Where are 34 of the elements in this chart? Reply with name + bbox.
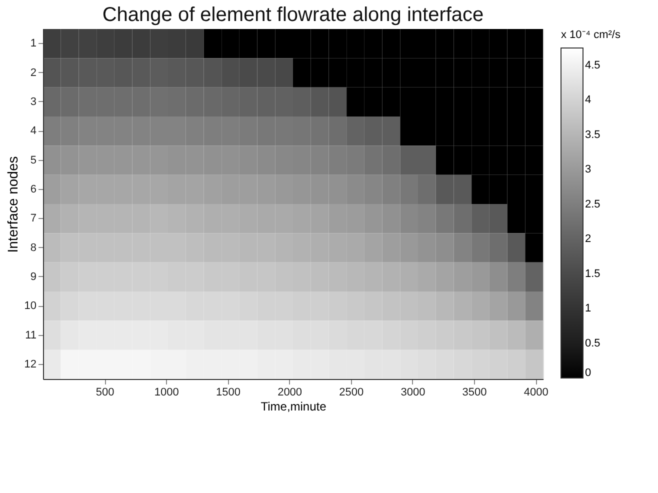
y-tick-label: 9 — [30, 270, 36, 283]
x-axis-title: Time,minute — [260, 400, 327, 414]
y-tick-label: 7 — [30, 212, 36, 225]
color-bar-label: 2 — [585, 233, 592, 246]
y-tick-label: 8 — [30, 242, 36, 254]
y-tick-label: 1 — [30, 38, 36, 50]
color-bar-label: 4.5 — [585, 59, 600, 72]
x-tick-label: 2500 — [339, 386, 364, 398]
y-axis-title: Interface nodes — [4, 156, 20, 253]
color-bar-title: x 10⁻⁴ cm²/s — [561, 29, 621, 41]
color-bar-label: 0.5 — [585, 337, 600, 350]
x-tick-label: 3500 — [462, 386, 487, 398]
x-tick-label: 500 — [96, 386, 114, 398]
y-tick-label: 6 — [30, 183, 36, 196]
color-bar-label: 1 — [585, 302, 592, 315]
y-tick-label: 2 — [30, 66, 36, 79]
x-tick-label: 1500 — [216, 386, 240, 398]
color-bar-label: 3 — [585, 164, 592, 176]
y-tick-label: 4 — [30, 125, 36, 138]
color-bar-label: 2.5 — [585, 198, 600, 210]
y-tick-label: 10 — [24, 300, 36, 312]
chart-title: Change of element flowrate along interface — [102, 4, 484, 26]
y-tick-label: 3 — [30, 96, 36, 108]
x-tick-label: 1000 — [154, 386, 179, 398]
y-tick-label: 12 — [24, 358, 36, 370]
x-tick-label: 2000 — [278, 386, 302, 398]
y-tick-label: 5 — [30, 154, 36, 166]
y-tick-label: 11 — [25, 329, 36, 342]
x-tick-label: 4000 — [524, 386, 548, 398]
color-bar-label: 4 — [585, 94, 592, 106]
x-tick-label: 3000 — [400, 386, 426, 398]
color-bar-label: 1.5 — [585, 268, 600, 280]
color-bar-label: 3.5 — [585, 128, 600, 141]
color-bar-label: 0 — [585, 367, 592, 379]
